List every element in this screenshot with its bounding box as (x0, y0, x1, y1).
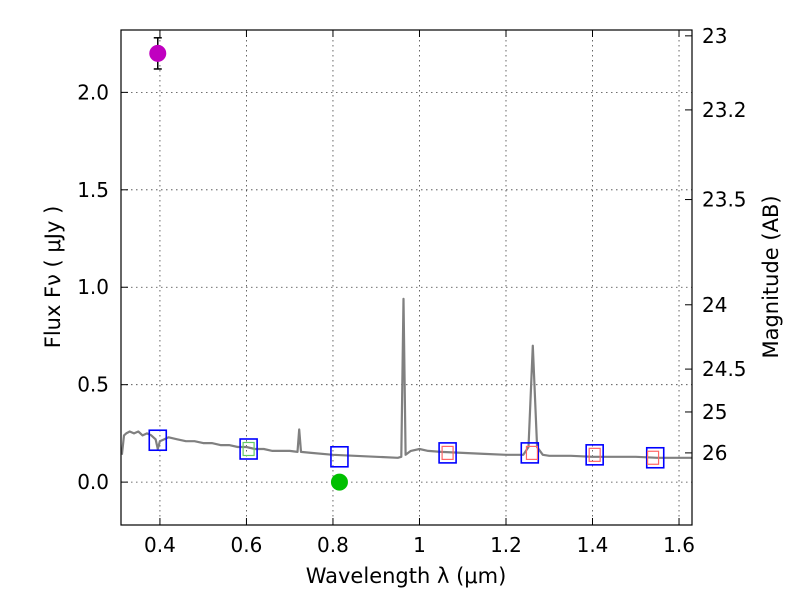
y-axis-right-label: Magnitude (AB) (759, 195, 783, 358)
axes-frame (120, 29, 693, 526)
right-tick-label: 23 (702, 24, 727, 48)
right-tick-label: 24 (702, 293, 727, 317)
x-tick-label: 1.6 (663, 533, 695, 557)
x-tick-label: 1 (413, 533, 426, 557)
point-observed-green- (330, 473, 348, 491)
y-tick-label: 1.0 (77, 275, 109, 299)
marker-model-photometry (330, 445, 349, 468)
grid (121, 30, 692, 525)
plot-area (120, 37, 692, 491)
marker-model-photometry (645, 446, 665, 469)
y-tick-label: 0.0 (77, 470, 109, 494)
axis-ticks: 0.4 0.6 0.8 1 1.2 1.4 1.6 0.0 0.5 1.0 1.5 2.0 23 23.2… (77, 24, 746, 557)
x-axis-label: Wavelength λ (μm) (306, 564, 507, 588)
marker-synthetic-magnitudes (525, 445, 539, 460)
y-tick-label: 2.0 (77, 80, 109, 104)
marker-synthetic-magnitudes (588, 447, 601, 462)
x-tick-label: 0.6 (231, 533, 263, 557)
y-axis-label: Flux Fν ( μJy ) (41, 206, 65, 349)
right-tick-label: 23.5 (702, 188, 747, 212)
marker-synthetic-magnitudes (646, 450, 660, 465)
right-tick-label: 23.2 (702, 98, 747, 122)
y-tick-label: 1.5 (77, 178, 109, 202)
marker-model-photometry (585, 444, 604, 466)
y-tick-label: 0.5 (77, 373, 109, 397)
point-observed-detection (149, 44, 167, 62)
series-model-spectrum (120, 297, 692, 459)
marker-model-photometry (239, 438, 258, 460)
right-tick-label: 24.5 (702, 357, 747, 381)
x-tick-label: 1.4 (577, 533, 609, 557)
marker-model-photometry (520, 442, 540, 464)
marker-model-photometry (148, 429, 168, 452)
x-tick-label: 0.8 (317, 533, 349, 557)
marker-model-photometry (438, 442, 457, 464)
x-tick-label: 0.4 (144, 533, 176, 557)
marker-green-box (242, 441, 255, 457)
right-tick-label: 26 (702, 441, 727, 465)
marker-synthetic-magnitudes (441, 445, 454, 460)
right-tick-label: 25 (702, 400, 727, 424)
x-tick-label: 1.2 (490, 533, 522, 557)
